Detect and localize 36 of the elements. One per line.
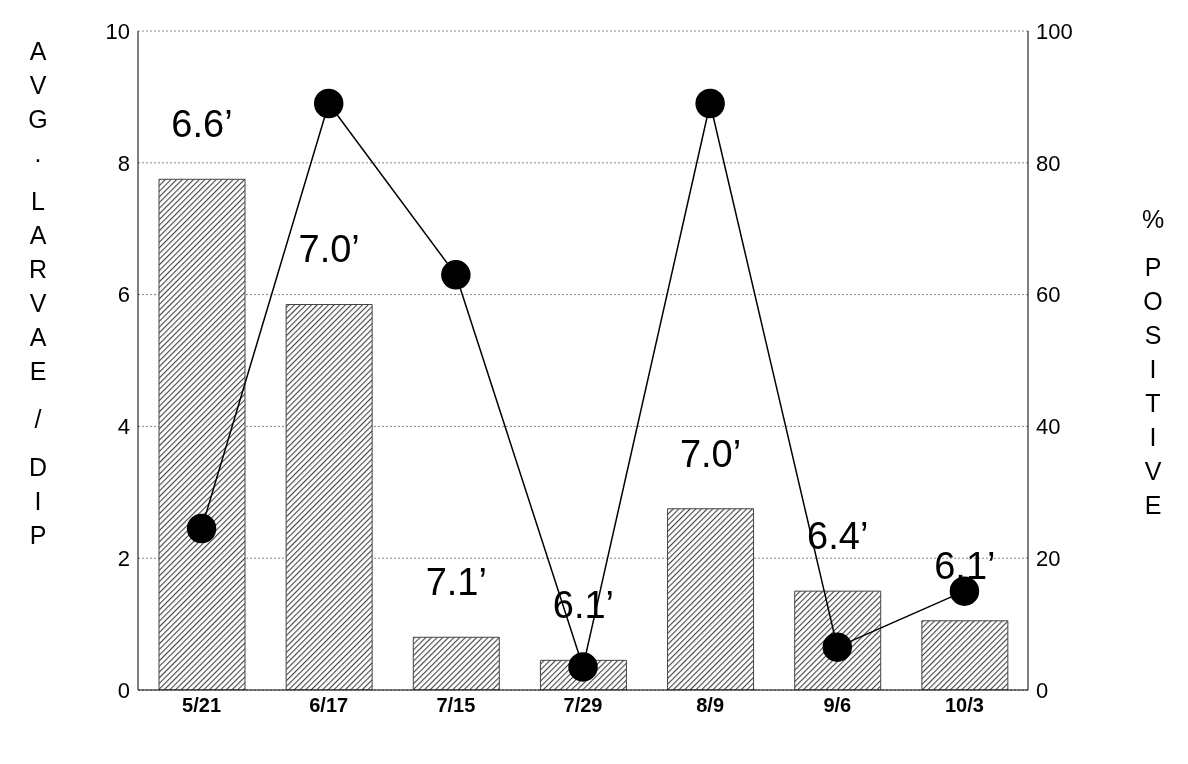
y2-tick-label: 20 <box>1036 546 1061 572</box>
bar <box>285 303 373 690</box>
x-tick-label: 8/9 <box>696 694 725 717</box>
y2-tick-label: 80 <box>1036 150 1061 176</box>
annotation: 6.6’ <box>171 103 233 146</box>
y-tick-label: 4 <box>117 414 130 440</box>
y2-tick-label: 0 <box>1036 677 1049 703</box>
y-tick-label: 0 <box>117 677 130 703</box>
x-tick-label: 7/15 <box>436 694 476 717</box>
y-tick-label: 6 <box>117 282 130 308</box>
y-tick-label: 8 <box>117 150 130 176</box>
annotation: 7.0’ <box>298 228 360 271</box>
y-tick-label: 2 <box>117 546 130 572</box>
bar <box>667 508 755 690</box>
x-tick-label: 9/6 <box>823 694 852 717</box>
text: AVG. LARVAE / DIP <box>28 37 48 549</box>
point <box>441 260 471 290</box>
point <box>186 513 217 544</box>
bar <box>794 590 882 690</box>
bar <box>158 178 246 690</box>
x-tick-label: 10/3 <box>944 694 984 717</box>
text: % POSITIVE <box>1141 205 1165 519</box>
x-tick-label: 5/21 <box>182 694 222 717</box>
y2-tick-label: 100 <box>1036 18 1073 44</box>
annotation: 7.0’ <box>679 432 742 475</box>
x-tick-label: 7/29 <box>563 694 603 717</box>
x-tick-label: 6/17 <box>309 694 349 717</box>
point <box>695 88 725 119</box>
y2-tick-label: 40 <box>1036 414 1061 440</box>
bar <box>921 620 1009 690</box>
annotation: 6.1’ <box>934 544 996 587</box>
point <box>313 88 344 119</box>
annotation: 7.1’ <box>425 561 487 604</box>
bar <box>412 636 500 690</box>
y2-tick-label: 60 <box>1036 282 1061 308</box>
y-tick-label: 10 <box>105 18 130 44</box>
